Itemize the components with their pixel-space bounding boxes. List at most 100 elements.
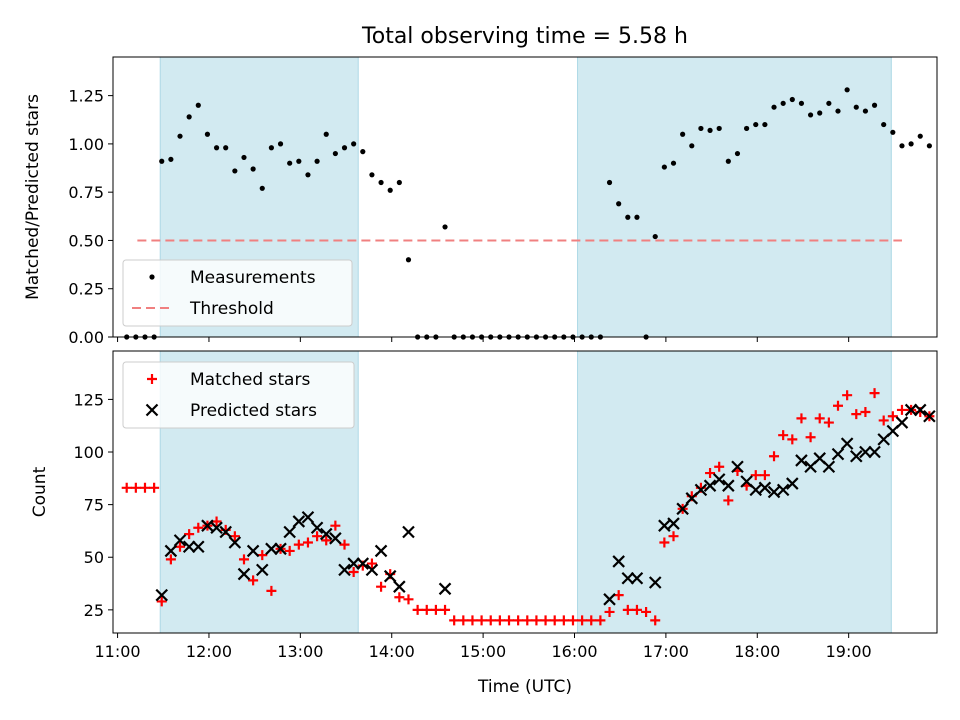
legend-handle-measurements [149,274,155,280]
measurement-point [771,104,777,110]
matched-point [257,550,268,561]
matched-point [641,606,652,617]
predicted-point [237,567,251,581]
legend-handle-matched [147,374,157,384]
bottom-y-axis-label: Count [30,466,50,517]
predicted-point [347,557,360,570]
measurement-point [707,127,713,133]
matched-point [723,495,734,506]
predicted-point [612,555,625,568]
matched-point [193,522,204,533]
bottom-plot-marks [121,388,936,626]
measurement-point [195,102,201,108]
x-tick-label: 13:00 [277,642,323,661]
measurement-point [177,133,183,139]
matched-point [832,400,843,411]
matched-point [366,558,377,569]
matched-point [175,541,186,552]
measurement-point [744,125,750,132]
matched-point [211,516,222,527]
measurement-point [734,150,741,157]
matched-point [430,604,441,615]
bottom-panel: 11:00 12:00 13:00 14:00 15:00 16:00 17:00 18:00… [30,350,938,661]
top-y-axis-label: Matched/Predicted stars [23,94,43,300]
measurement-point [296,158,302,164]
matched-point [750,470,761,481]
measurement-point [634,214,640,220]
measurement-point [341,145,348,151]
matched-point [896,404,907,415]
x-tick-label: 11:00 [95,642,141,661]
matched-point [869,388,880,399]
matched-point [531,615,542,626]
measurement-point [753,121,759,128]
measurement-point [881,121,887,128]
measurement-point [926,143,932,149]
measurement-point [908,141,914,147]
predicted-point [301,510,315,524]
y-tick-label: 50 [84,548,104,567]
y-tick-label: 100 [73,443,104,462]
matched-point [567,615,578,626]
matched-point [823,417,834,428]
measurement-point [223,145,229,151]
matched-point [156,596,167,607]
measurement-point [917,133,923,139]
top-axis-ticks: 0.00 0.25 0.50 0.75 1.00 1.25 [68,87,850,347]
predicted-point [173,534,187,547]
measurement-point [835,108,841,114]
matched-point [622,604,633,615]
measurement-point [277,141,284,147]
matched-point [312,531,323,542]
matched-point [878,415,889,426]
predicted-point [749,483,763,497]
measurement-point [826,100,832,106]
measurement-point [442,224,448,230]
x-tick-label: 14:00 [369,642,415,661]
predicted-point [913,403,927,417]
matched-point [796,413,807,424]
predicted-point [246,544,260,558]
y-tick-label: 125 [73,390,104,409]
matched-point [778,430,789,441]
predicted-point [319,527,333,541]
measurement-point [853,104,859,110]
measurement-point [780,100,786,106]
predicted-point [338,563,351,577]
matched-point [814,413,825,424]
predicted-point [356,557,370,570]
matched-point [467,615,478,626]
measurement-point [698,125,704,132]
predicted-point [786,477,799,490]
matched-point [494,615,505,626]
predicted-point [630,572,644,585]
matched-point [449,615,460,626]
predicted-point [438,582,452,596]
measurement-point [159,158,165,164]
predicted-point [155,588,169,602]
matched-point [659,537,670,548]
measurement-point [725,158,731,164]
shaded-window-2 [577,350,892,634]
measurement-point [241,154,247,161]
top-axes-frame [112,56,938,338]
predicted-point [201,519,214,532]
measurement-point [268,145,275,151]
measurement-point [287,160,293,166]
matched-point [842,390,853,401]
top-legend: Measurements Threshold [122,259,353,327]
predicted-point [329,532,342,545]
legend-handle-predicted [145,403,159,417]
measurement-point [213,145,220,151]
matched-point [522,615,533,626]
x-tick-label: 12:00 [186,642,232,661]
predicted-point [667,517,680,530]
matched-point [149,482,160,493]
measurement-point [186,114,192,120]
matched-point [504,615,515,626]
predicted-point [822,460,836,474]
measurement-point [625,214,631,220]
y-tick-label: 75 [84,496,104,515]
predicted-point [310,521,324,535]
measurement-point [899,143,905,149]
